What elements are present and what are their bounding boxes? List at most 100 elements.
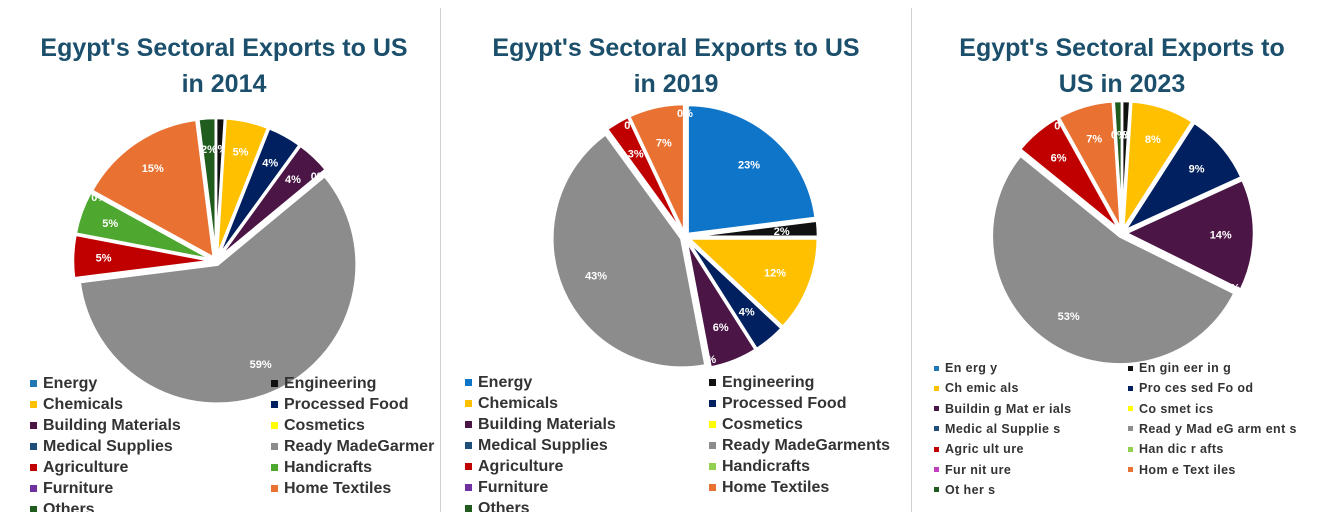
data-label-agriculture: 3%: [628, 149, 644, 161]
pie-chart: 1% 5%4%4% 0%59%5%5%0%15%2%: [71, 116, 358, 405]
legend-item-cosmetics: Cosmetics: [271, 415, 365, 436]
chart-title: Egypt's Sectoral Exports to US in 2023: [912, 30, 1332, 102]
legend-item-cosmetics: Cosmetics: [709, 414, 803, 435]
data-label-home-textiles: 7%: [1086, 133, 1102, 145]
legend-swatch: [934, 487, 939, 493]
legend-swatch: [465, 484, 472, 491]
legend-swatch: [1128, 385, 1133, 391]
legend-item-building-materials: Building Materials: [30, 415, 181, 436]
legend-swatch: [30, 443, 37, 450]
pie-slice-processed-food: [686, 239, 784, 351]
legend-swatch: [1128, 406, 1133, 412]
legend-item-handicrafts: Handicrafts: [271, 457, 372, 478]
legend-swatch: [709, 421, 716, 428]
legend-item-processed-food: Processed Food: [271, 394, 408, 415]
legend-swatch: [271, 443, 278, 450]
data-label-handicrafts: 0%: [1054, 120, 1070, 132]
legend-swatch: [934, 467, 939, 472]
data-label-processed-food: 9%: [1189, 163, 1205, 175]
legend-swatch: [709, 400, 716, 407]
data-label-building-materials: 4%: [285, 174, 301, 186]
legend-label: Building Materials: [43, 417, 181, 434]
legend-swatch: [1128, 426, 1133, 432]
legend-label: Agriculture: [478, 458, 564, 475]
legend-label: Furniture: [478, 479, 549, 496]
legend-item-others: Ot her s: [934, 480, 995, 500]
legend-item-furniture: Furniture: [30, 478, 113, 499]
legend-item-ready-madegarments: Ready MadeGarments: [709, 435, 890, 456]
legend-item-energy: Energy: [30, 373, 97, 394]
legend-label: En erg y: [945, 361, 998, 375]
data-label-handicrafts: 5%: [102, 218, 118, 230]
pie-slice-building-materials: [217, 143, 328, 260]
legend-label: Cosmetics: [722, 416, 803, 433]
data-label-engineering: 2%: [774, 226, 790, 238]
chart-title: Egypt's Sectoral Exports to US in 2019: [441, 30, 911, 102]
legend-label: Energy: [478, 374, 533, 391]
legend-swatch: [30, 401, 37, 408]
pie-slice-agriculture: [605, 115, 685, 235]
legend-item-agriculture: Agriculture: [30, 457, 128, 478]
pie-slice-agriculture: [1018, 116, 1121, 231]
legend-item-chemicals: Chemicals: [30, 394, 123, 415]
legend-label: Medical Supplies: [43, 438, 173, 455]
data-label-others: 0%: [677, 108, 693, 120]
pie-slice-chemicals: [1121, 100, 1195, 234]
data-label-agriculture: 5%: [96, 252, 112, 264]
legend-label: Agriculture: [43, 459, 129, 476]
pie-slice-home-textiles: [90, 118, 216, 260]
legend-label: Co smet ics: [1139, 401, 1214, 416]
legend-label: Engineering: [722, 374, 815, 391]
data-label-others: 2%: [201, 144, 217, 156]
legend-swatch: [271, 422, 278, 429]
legend-item-building-materials: Building Materials: [465, 414, 616, 435]
data-label-chemicals: 12%: [764, 268, 786, 280]
legend-label: Handicrafts: [284, 459, 373, 476]
legend-swatch: [271, 401, 278, 408]
legend-label: Others: [478, 500, 530, 512]
legend-item-others: Others: [30, 499, 95, 512]
legend-label: Processed Food: [284, 396, 409, 413]
legend-swatch: [1128, 467, 1133, 472]
chart-title-line-1: Egypt's Sectoral Exports to US: [40, 34, 408, 62]
data-label-ready-madegarments: 43%: [585, 270, 607, 282]
data-label-agriculture: 6%: [1051, 152, 1067, 164]
chart-title-line-2: in 2014: [181, 70, 267, 98]
legend-item-engineering: Engineering: [709, 372, 814, 393]
legend-label: Energy: [43, 375, 98, 392]
data-label-home-textiles: 7%: [656, 137, 672, 149]
legend-item-agriculture: Agric ult ure: [934, 439, 1024, 459]
legend-item-handicrafts: Han dic r afts: [1128, 439, 1224, 459]
legend-label: Processed Food: [722, 395, 847, 412]
legend-swatch: [30, 485, 37, 492]
legend-swatch: [30, 380, 37, 387]
legend-label: Handicrafts: [722, 458, 811, 475]
legend-swatch: [271, 464, 278, 471]
legend-label: Building Materials: [478, 416, 616, 433]
pie-chart: 1% 8%9%14%0%53%6%0%7% 0%: [990, 99, 1256, 366]
pie-slice-chemicals: [685, 237, 819, 329]
legend-swatch: [30, 422, 37, 429]
legend-label: Hom e Text iles: [1139, 462, 1236, 477]
legend-swatch: [465, 421, 472, 428]
pie-slice-energy: [686, 103, 818, 236]
pie-slice-engineering: [688, 219, 820, 238]
chart-panel-2023: Egypt's Sectoral Exports to US in 2023 1…: [912, 8, 1332, 512]
pie-slice-ready-madegarments: [551, 132, 707, 369]
pie-slice-processed-food: [1121, 120, 1244, 234]
data-label-processed-food: 4%: [262, 157, 278, 169]
legend-swatch: [1128, 365, 1133, 371]
legend-item-energy: Energy: [465, 372, 532, 393]
legend-swatch: [465, 463, 472, 470]
legend-label: Chemicals: [478, 395, 559, 412]
legend-label: Ready MadeGarmer: [284, 438, 435, 455]
pie-slice-building-materials: [685, 240, 758, 369]
data-label-chemicals: 8%: [1145, 134, 1161, 146]
legend-item-home-textiles: Home Textiles: [271, 478, 391, 499]
legend-label: Buildin g Mat er ials: [945, 401, 1072, 416]
legend-swatch: [934, 365, 939, 371]
legend-item-furniture: Fur nit ure: [934, 460, 1011, 480]
legend-item-medical-supplies: Medical Supplies: [30, 436, 173, 457]
data-label-others: 0%: [1111, 129, 1127, 141]
legend-item-medical-supplies: Medic al Supplie s: [934, 419, 1061, 439]
